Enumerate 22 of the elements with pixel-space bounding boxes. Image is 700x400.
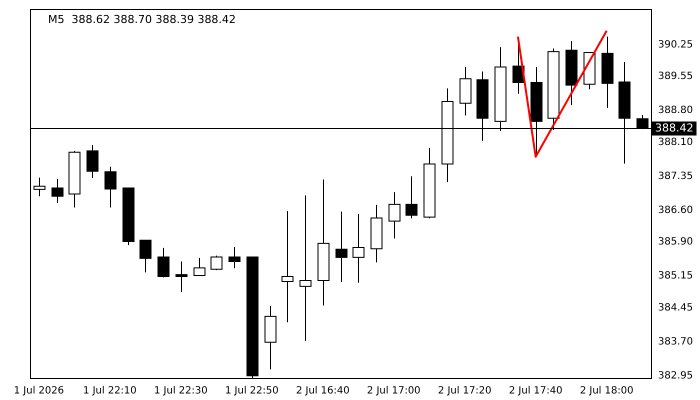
y-tick-label: 385.90 <box>658 236 694 248</box>
y-tick-label: 385.15 <box>658 270 694 282</box>
y-tick-label: 387.35 <box>658 170 694 182</box>
chart-title: M5 388.62 388.70 388.39 388.42 <box>48 12 236 26</box>
y-tick-label: 382.95 <box>658 370 694 382</box>
x-tick-label: 1 Jul 2026 <box>14 386 64 397</box>
x-tick-label: 1 Jul 22:50 <box>224 386 279 397</box>
y-tick-label: 389.55 <box>658 71 694 82</box>
y-tick-label: 383.70 <box>658 336 694 348</box>
x-tick-label: 1 Jul 22:10 <box>83 386 137 397</box>
x-tick-label: 2 Jul 16:40 <box>296 386 350 397</box>
y-tick-label: 388.80 <box>658 105 694 116</box>
x-tick-label: 2 Jul 18:00 <box>580 386 634 397</box>
y-tick-label: 390.25 <box>658 39 694 50</box>
y-tick-label: 384.45 <box>658 302 694 314</box>
y-tick-label: 386.60 <box>658 204 694 216</box>
x-tick-label: 2 Jul 17:20 <box>438 386 492 397</box>
x-tick-label: 2 Jul 17:00 <box>366 386 421 397</box>
x-tick-label: 2 Jul 17:40 <box>508 386 562 397</box>
x-tick-label: 1 Jul 22:30 <box>154 386 208 397</box>
ref-line-label: 388.42 <box>655 121 694 134</box>
y-tick-label: 388.10 <box>658 136 694 148</box>
